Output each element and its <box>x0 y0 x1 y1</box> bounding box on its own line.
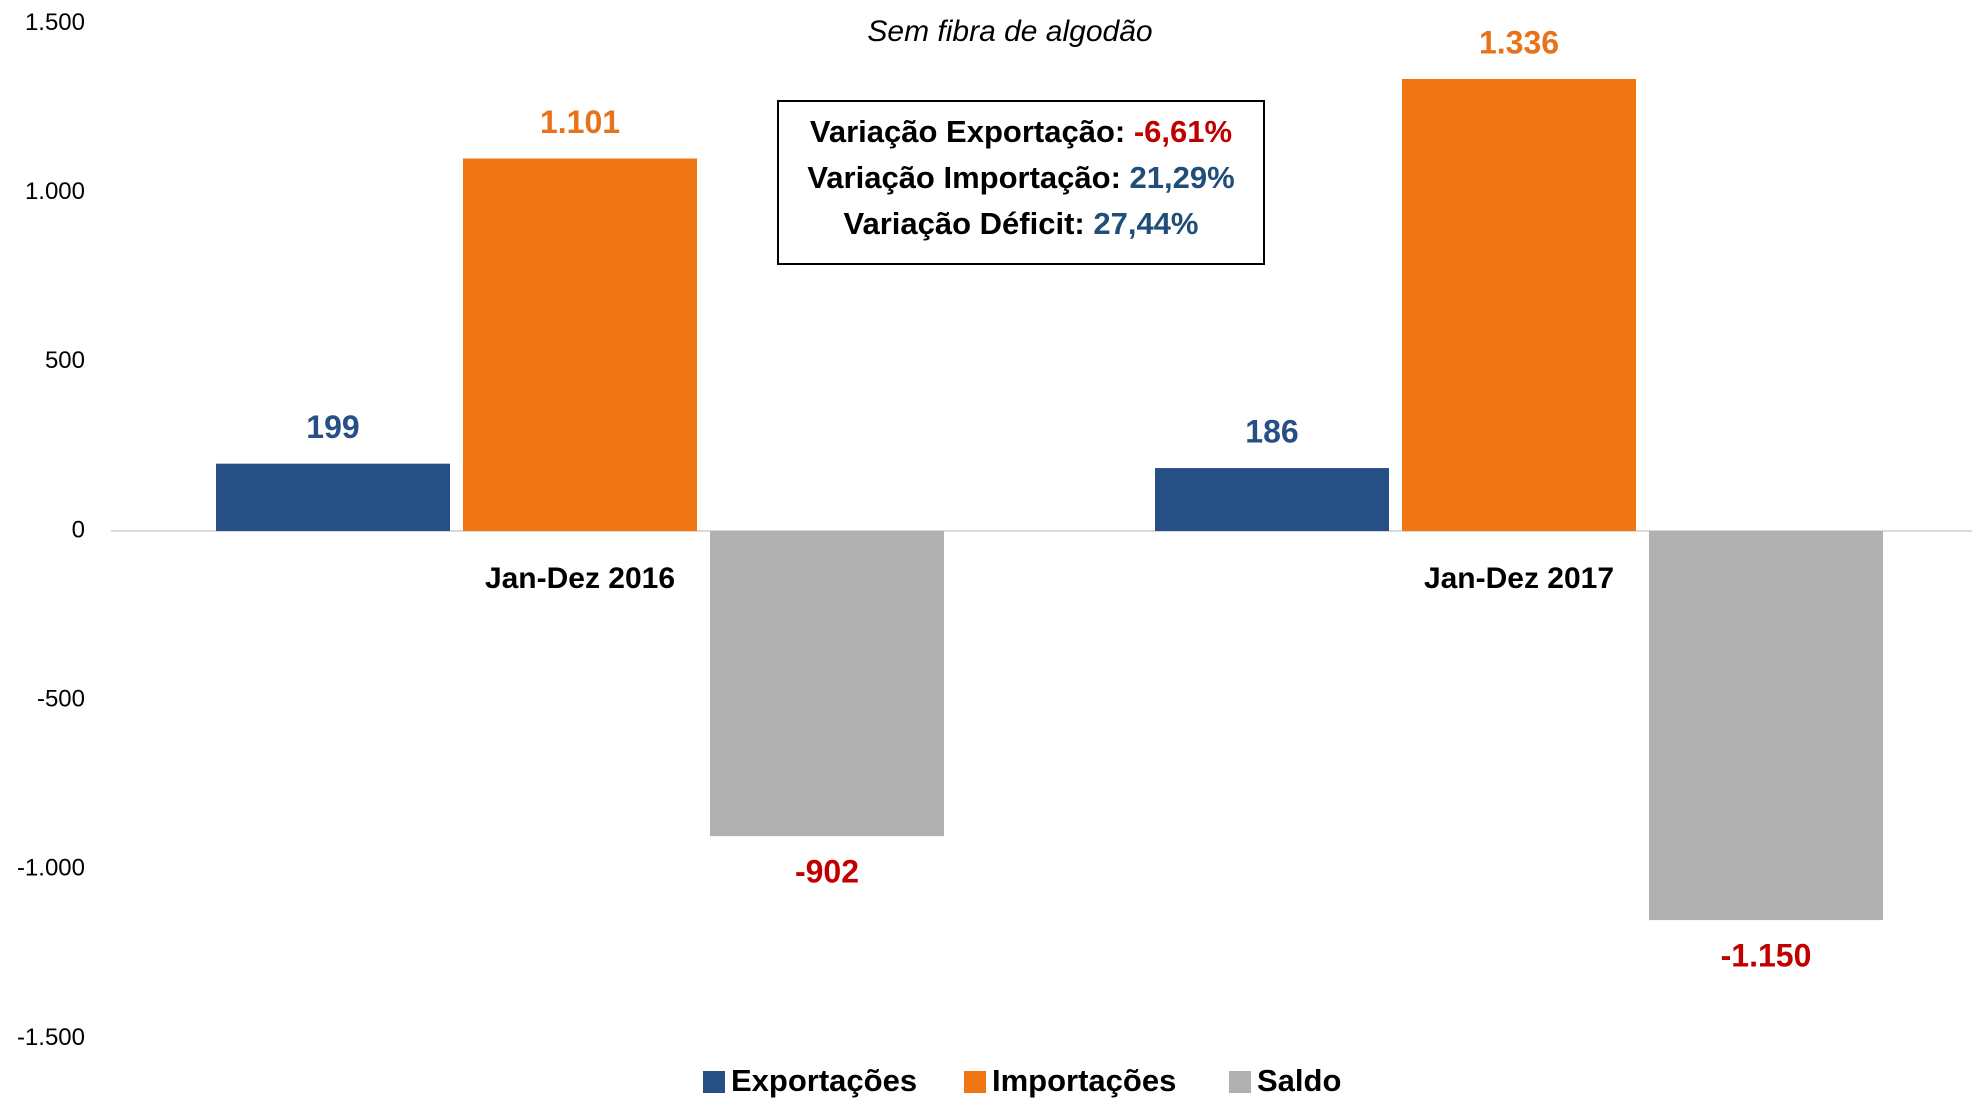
bar <box>1649 531 1883 921</box>
annotation-value: 27,44% <box>1093 206 1198 241</box>
data-label: 1.336 <box>1479 24 1559 60</box>
x-tick-label: Jan-Dez 2017 <box>1424 562 1614 595</box>
annotation-text: Variação Importação: <box>807 160 1121 195</box>
legend-swatch <box>703 1071 725 1093</box>
annotation-box <box>777 100 1265 265</box>
bar <box>216 463 450 531</box>
chart-subtitle: Sem fibra de algodão <box>867 15 1152 48</box>
bar <box>710 531 944 837</box>
annotation-value: -6,61% <box>1134 114 1232 149</box>
y-tick-label: 500 <box>45 347 85 374</box>
y-tick-label: 0 <box>72 516 85 543</box>
y-tick-label: 1.500 <box>25 9 85 36</box>
annotation-text: Variação Déficit: <box>844 206 1085 241</box>
x-tick-label: Jan-Dez 2016 <box>485 562 675 595</box>
legend-label: Importações <box>992 1063 1176 1098</box>
bar <box>1402 78 1636 531</box>
legend-label: Exportações <box>731 1063 917 1098</box>
annotation-line: Variação Importação: 21,29% <box>807 160 1234 195</box>
legend-swatch <box>964 1071 986 1093</box>
y-tick-label: -500 <box>37 686 85 713</box>
annotation-line: Variação Exportação: -6,61% <box>810 114 1232 149</box>
data-label: 1.101 <box>540 104 620 140</box>
bar <box>463 158 697 531</box>
y-tick-label: -1.500 <box>17 1024 85 1051</box>
data-label: -902 <box>795 854 859 890</box>
annotation-line: Variação Déficit: 27,44% <box>844 206 1199 241</box>
y-tick-label: -1.000 <box>17 855 85 882</box>
data-label: -1.150 <box>1721 938 1812 974</box>
annotation-value: 21,29% <box>1130 160 1235 195</box>
y-tick-label: 1.000 <box>25 178 85 205</box>
legend-label: Saldo <box>1257 1063 1341 1098</box>
bar <box>1155 468 1389 531</box>
legend-swatch <box>1229 1071 1251 1093</box>
data-label: 186 <box>1245 414 1298 450</box>
data-label: 199 <box>306 409 359 445</box>
annotation-text: Variação Exportação: <box>810 114 1125 149</box>
